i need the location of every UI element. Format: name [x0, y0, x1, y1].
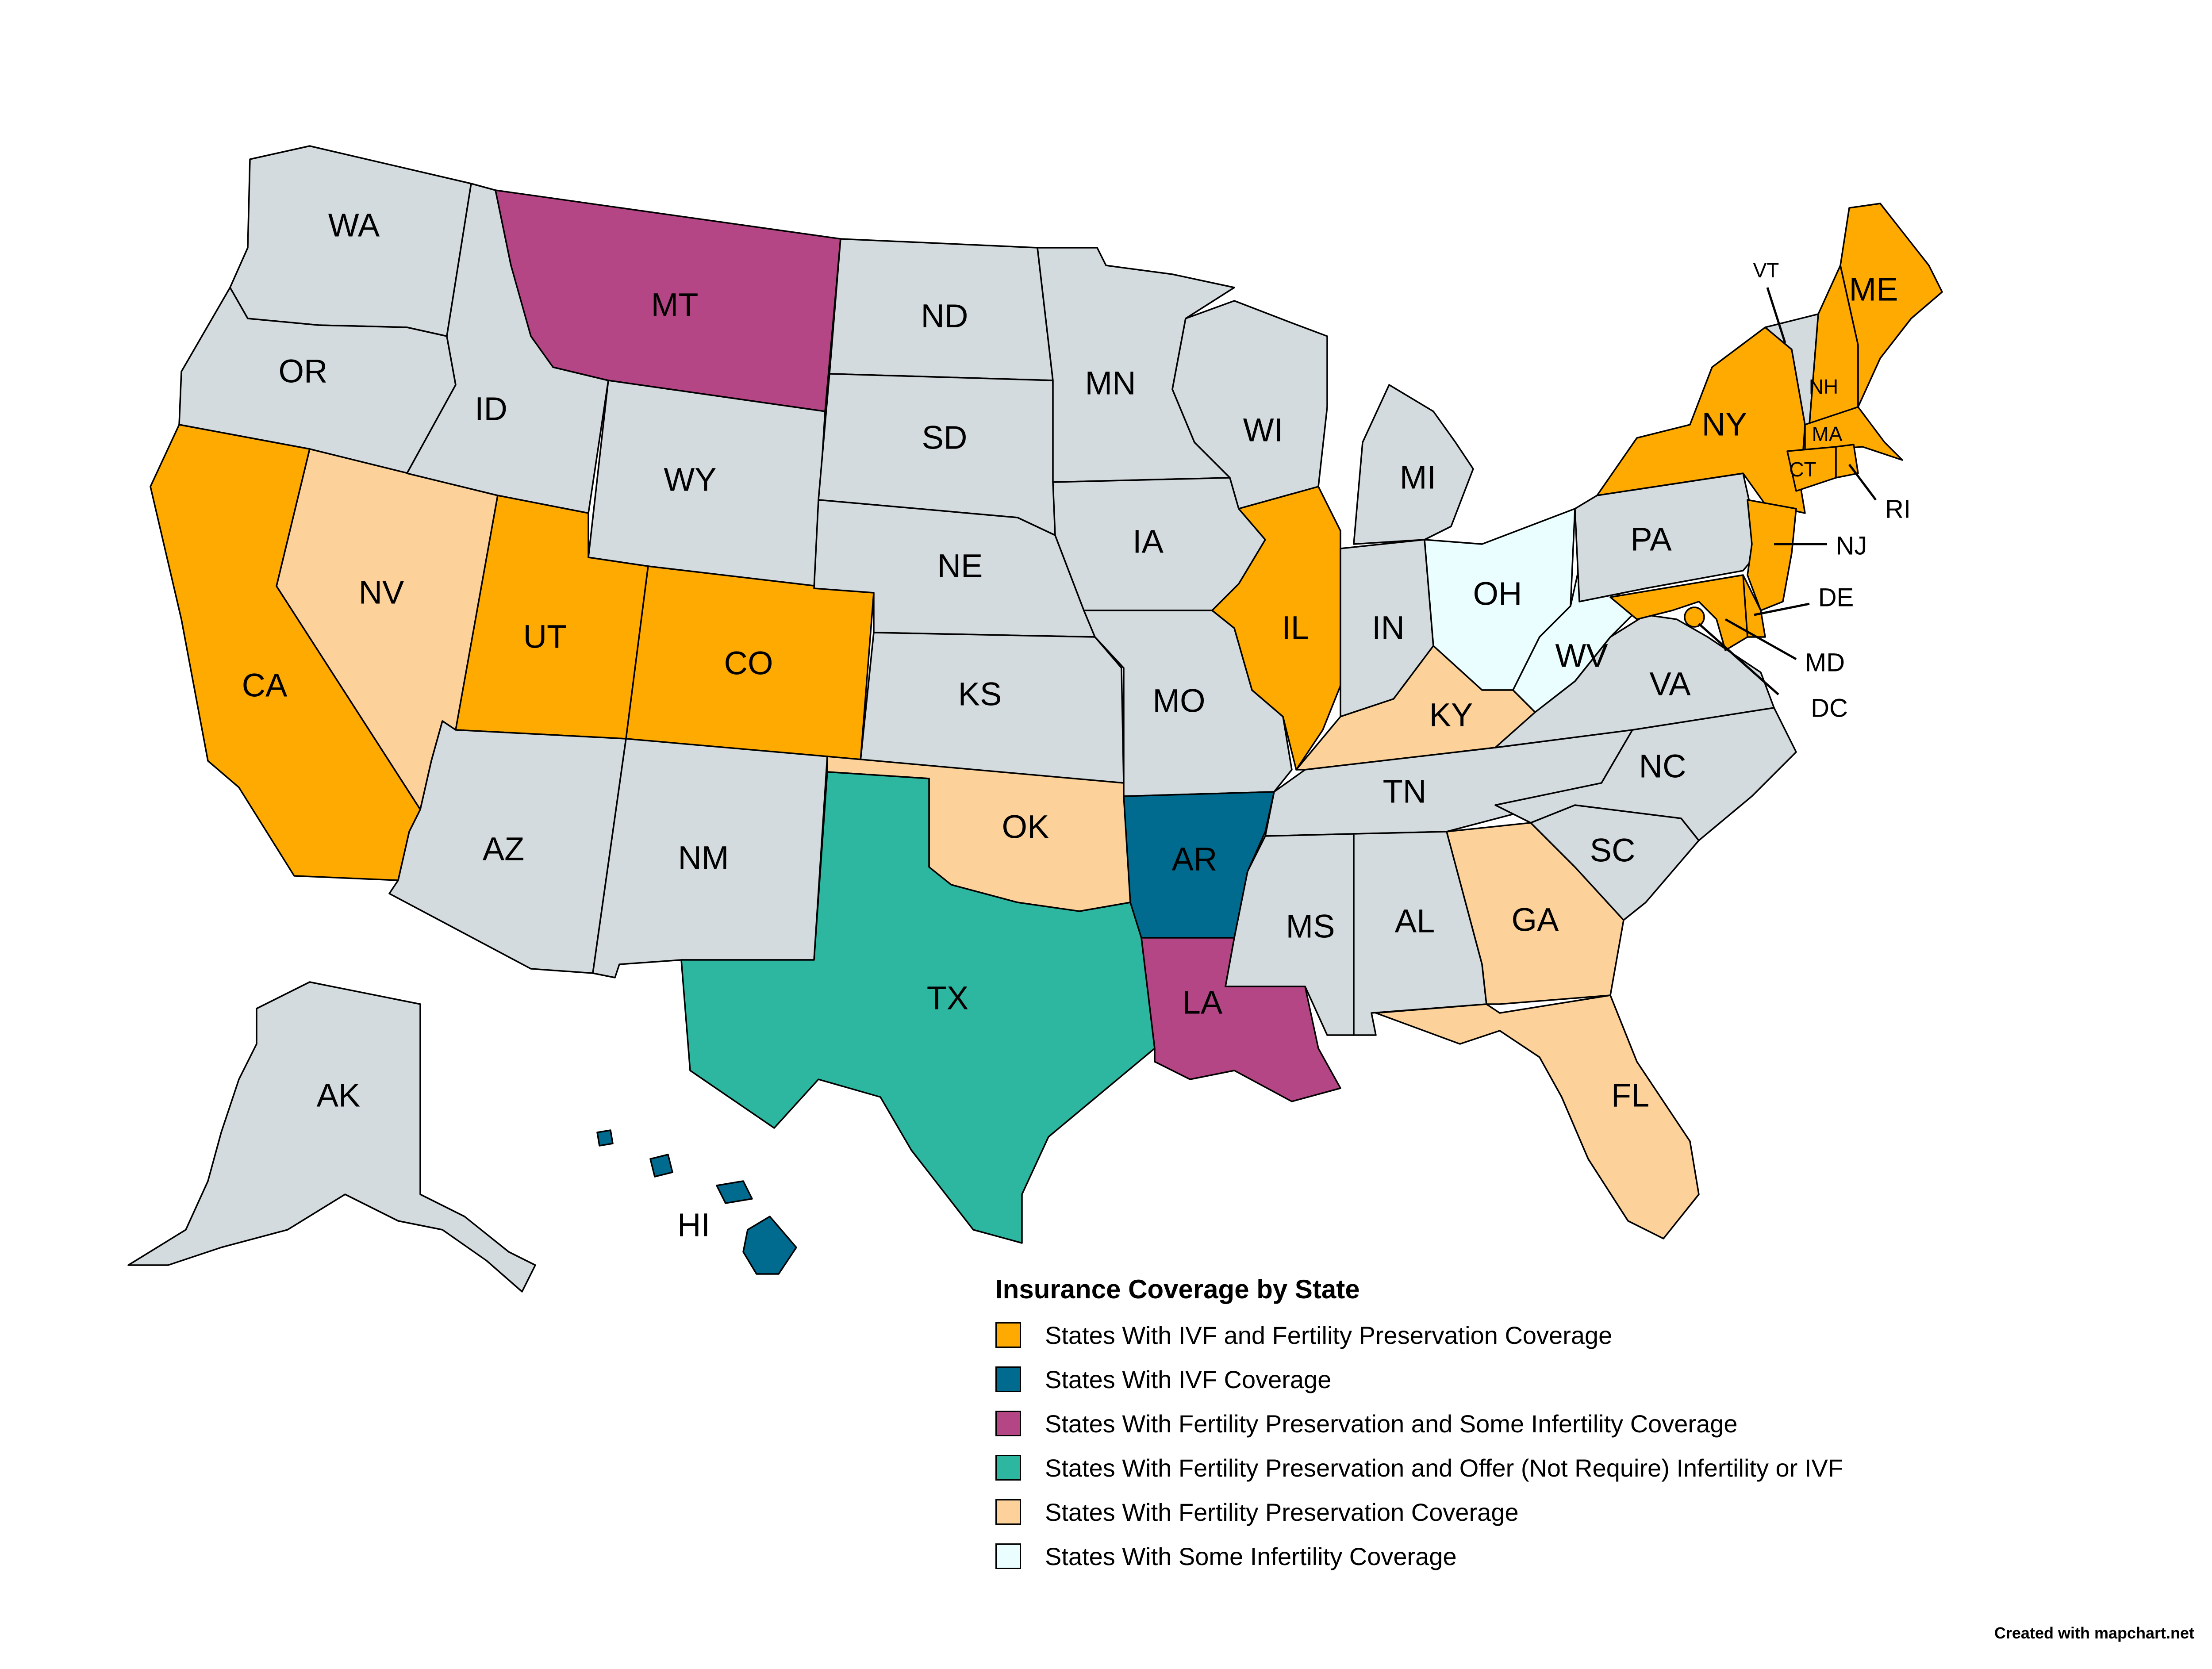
state-label: WA [328, 207, 380, 244]
state-label: ID [475, 391, 507, 427]
legend-swatch [995, 1411, 1021, 1436]
state-label: NY [1702, 406, 1747, 443]
state-wi[interactable] [1171, 300, 1328, 510]
state-label: KS [958, 676, 1002, 713]
state-wv[interactable] [1512, 565, 1647, 713]
state-label: WI [1243, 412, 1283, 449]
state-label: VT [1753, 259, 1779, 282]
state-label: MT [651, 287, 699, 323]
state-label: MI [1400, 459, 1436, 496]
state-label: CA [242, 667, 288, 704]
legend-title: Insurance Coverage by State [995, 1274, 1360, 1304]
state-label: ME [1849, 271, 1898, 308]
ri-leader [1848, 464, 1877, 501]
state-label: FL [1611, 1077, 1649, 1114]
state-label: NV [359, 574, 404, 611]
state-label: WY [664, 461, 716, 498]
state-me[interactable] [1839, 203, 1943, 408]
state-nm[interactable] [592, 738, 828, 978]
state-ak[interactable] [127, 981, 536, 1293]
state-label: PA [1630, 521, 1672, 558]
state-label: OR [279, 353, 328, 390]
legend-label: States With Some Infertility Coverage [1045, 1542, 1457, 1570]
state-label: ND [921, 298, 968, 334]
state-label: SD [922, 419, 968, 456]
state-nc[interactable] [1494, 707, 1797, 841]
state-label: UT [523, 618, 567, 655]
state-label: WV [1555, 637, 1608, 674]
state-label: NE [937, 548, 983, 584]
state-label: LA [1183, 984, 1223, 1021]
legend-item: States With IVF Coverage [995, 1364, 1843, 1395]
legend-item: States With Fertility Preservation and O… [995, 1452, 1843, 1483]
legend-swatch [995, 1543, 1021, 1569]
state-label: OH [1473, 576, 1522, 612]
state-label: GA [1512, 902, 1559, 938]
state-label: CT [1789, 458, 1816, 481]
state-label: SC [1590, 832, 1636, 869]
state-mi[interactable] [1353, 384, 1474, 545]
vt-leader [1766, 287, 1786, 343]
state-label: IN [1372, 610, 1405, 646]
state-label: AL [1395, 903, 1435, 940]
state-label: KY [1429, 697, 1473, 733]
state-label: NC [1639, 748, 1686, 785]
legend-label: States With Fertility Preservation and O… [1045, 1454, 1843, 1482]
state-il[interactable] [1211, 486, 1341, 771]
state-label: AR [1172, 841, 1217, 878]
state-label: AK [317, 1077, 361, 1114]
state-hi-big-island[interactable] [742, 1216, 797, 1275]
legend-label: States With IVF and Fertility Preservati… [1045, 1321, 1613, 1349]
state-label: MS [1286, 908, 1335, 945]
state-label: NJ [1836, 531, 1867, 560]
legend: Insurance Coverage by State States With … [995, 1274, 1843, 1585]
state-tx[interactable] [680, 771, 1156, 1244]
legend-swatch [995, 1366, 1021, 1392]
legend-item: States With IVF and Fertility Preservati… [995, 1320, 1843, 1351]
state-md[interactable] [1609, 574, 1748, 651]
state-label: AZ [483, 831, 525, 867]
state-label: MN [1085, 365, 1136, 402]
state-hi-kauai[interactable] [596, 1129, 614, 1147]
state-nj[interactable] [1747, 499, 1797, 611]
credit-text: Created with mapchart.net [1994, 1624, 2194, 1642]
legend-item: States With Fertility Preservation Cover… [995, 1496, 1843, 1527]
state-label: VA [1649, 666, 1691, 702]
legend-item: States With Some Infertility Coverage [995, 1541, 1843, 1572]
state-label: NM [678, 840, 729, 876]
state-ks[interactable] [860, 632, 1125, 784]
state-label: TX [927, 980, 969, 1017]
state-label: DC [1811, 694, 1848, 722]
legend-swatch [995, 1499, 1021, 1525]
de-leader [1754, 602, 1810, 616]
md-leader [1724, 618, 1797, 660]
state-label: IL [1282, 610, 1309, 646]
state-dc[interactable] [1684, 606, 1705, 628]
state-label: NH [1809, 375, 1838, 398]
state-label: RI [1885, 495, 1911, 523]
legend-swatch [995, 1322, 1021, 1348]
state-label: IA [1133, 523, 1164, 560]
legend-label: States With Fertility Preservation and S… [1045, 1409, 1738, 1438]
state-fl[interactable] [1375, 994, 1700, 1239]
state-label: MD [1805, 648, 1845, 677]
dc-leader [1698, 623, 1779, 695]
state-label: OK [1002, 809, 1049, 845]
state-hi-maui[interactable] [716, 1180, 753, 1204]
state-label: MO [1152, 683, 1205, 719]
state-label: HI [677, 1207, 710, 1243]
state-label: MA [1812, 422, 1843, 445]
legend-item: States With Fertility Preservation and S… [995, 1408, 1843, 1439]
legend-label: States With Fertility Preservation Cover… [1045, 1498, 1519, 1526]
state-hi-oahu[interactable] [649, 1154, 673, 1178]
state-label: DE [1818, 583, 1854, 612]
legend-label: States With IVF Coverage [1045, 1365, 1332, 1393]
state-label: TN [1383, 773, 1427, 810]
state-label: CO [724, 645, 773, 682]
legend-swatch [995, 1455, 1021, 1481]
